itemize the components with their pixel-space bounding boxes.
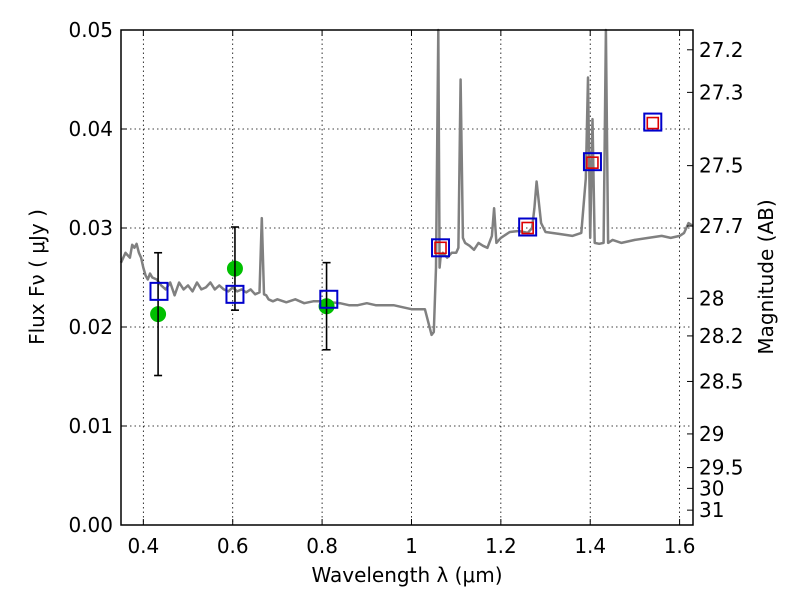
x-tick-label: 1.2 [485,534,517,558]
y-tick-label: 0.04 [68,117,113,141]
tick-labels: 0.4 0.6 0.8 1 1.2 1.4 1.6 0.00 0.01 0.02 0.03 0.04 0… [68,18,743,558]
right-tick-label: 28.5 [699,369,744,393]
right-axis-label: Magnitude (AB) [754,199,778,354]
red-square-point [521,221,534,235]
plot-area [119,28,694,377]
x-tick-label: 0.6 [217,534,249,558]
grid [121,30,693,525]
y-axis-label: Flux Fν ( μJy ) [25,209,49,345]
red-square-point [586,156,599,169]
red-square-point [434,241,447,255]
blue-square-point [431,238,451,258]
x-tick-label: 1.6 [664,534,696,558]
right-tick-label: 27.3 [699,80,744,104]
blue-square-point [225,284,245,304]
blue-square-point [149,281,169,301]
x-tick-label: 0.8 [306,534,338,558]
blue-square-point [582,152,602,172]
y-tick-label: 0.02 [68,315,113,339]
y-tick-label: 0.00 [68,513,113,537]
y-tick-label: 0.01 [68,414,113,438]
y-tick-label: 0.03 [68,216,113,240]
blue-square-point [319,289,339,309]
axis-ticks [121,29,693,526]
plot-frame [120,29,694,526]
y-tick-label: 0.05 [68,18,113,42]
red-square-point [646,116,660,130]
right-tick-label: 27.7 [699,214,744,238]
blue-square-point [518,217,538,237]
x-tick-label: 1 [405,534,418,558]
x-tick-label: 1.4 [574,534,606,558]
right-tick-label: 28 [699,286,724,310]
right-tick-label: 30 [699,476,724,500]
right-tick-label: 28.2 [699,324,744,348]
right-tick-label: 29.5 [699,456,744,480]
right-tick-label: 27.5 [699,154,744,178]
right-tick-label: 31 [699,498,724,522]
x-axis-label: Wavelength λ (μm) [311,563,502,587]
blue-square-point [643,112,663,132]
right-tick-label: 29 [699,422,724,446]
right-tick-label: 27.2 [699,38,744,62]
spectrum-line [119,28,694,337]
x-tick-label: 0.4 [127,534,159,558]
